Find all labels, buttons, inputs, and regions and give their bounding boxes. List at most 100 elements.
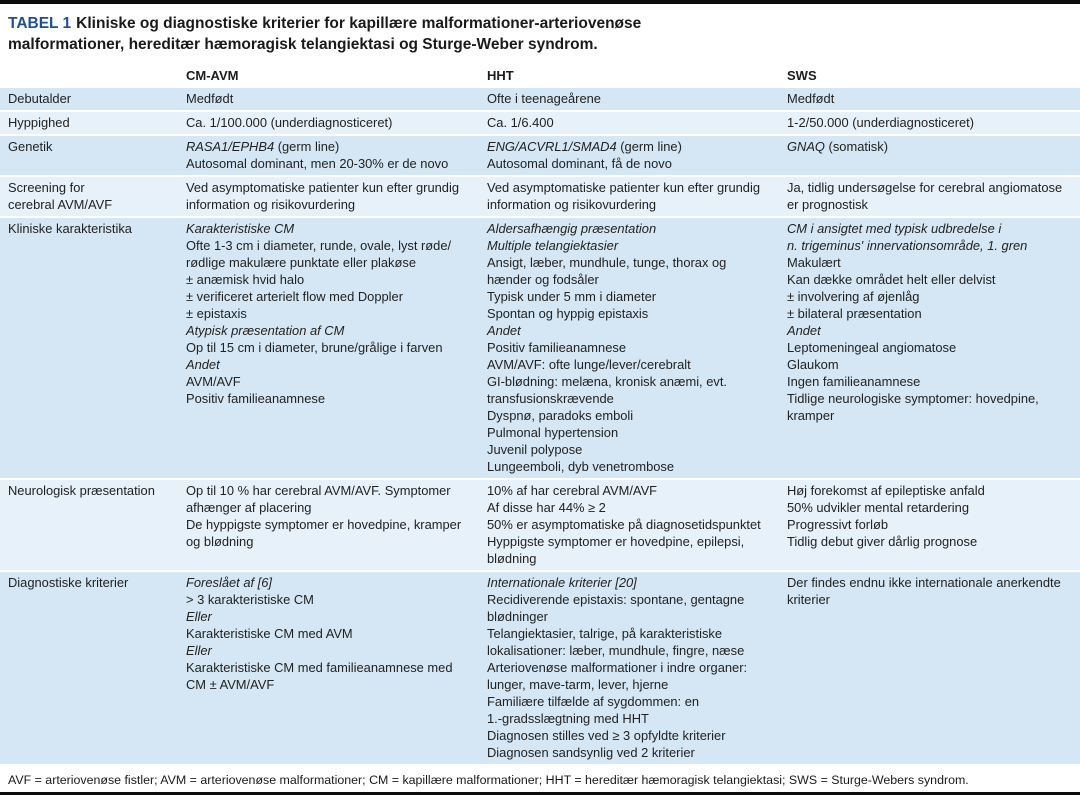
text-line: Multiple telangiektasier: [487, 238, 619, 253]
text-line: Telangiektasier, talrige, på karakterist…: [487, 626, 723, 641]
text-line: Kan dække området helt eller delvist: [787, 272, 996, 287]
abbreviation-footnote: AVF = arteriovenøse fistler; AVM = arter…: [8, 773, 969, 787]
text-line: 1.-gradsslægtning med HHT: [487, 711, 649, 726]
cell-sws: 1-2/50.000 (underdiagnosticeret): [779, 112, 1080, 134]
table-row: Kliniske karakteristika Karakteristiske C…: [0, 218, 1080, 480]
text-line: Tidlige neurologiske symptomer: hovedpin…: [787, 391, 1039, 406]
text-line: Dyspnø, paradoks emboli: [487, 408, 634, 423]
text-line: lokalisationer: læber, mundhule, fingre,…: [487, 643, 745, 658]
text-line: Ved asymptomatiske patienter kun efter g…: [186, 180, 460, 195]
row-label-line: Genetik: [8, 139, 53, 154]
text-line: Juvenil polypose: [487, 442, 583, 457]
row-label-cell: Kliniske karakteristika: [0, 218, 178, 478]
text-line: Karakteristiske CM med familieanamnese m…: [186, 660, 453, 675]
text-line: GNAQ (somatisk): [787, 139, 888, 154]
text-line: afhænger af placering: [186, 500, 312, 515]
text-line: Ja, tidlig undersøgelse for cerebral ang…: [787, 180, 1063, 195]
text-line: Aldersafhængig præsentation: [487, 221, 657, 236]
text-line: 1-2/50.000 (underdiagnosticeret): [787, 115, 975, 130]
text-line: hænder og fodsåler: [487, 272, 599, 287]
text-line: RASA1/EPHB4 (germ line): [186, 139, 340, 154]
text-line: er prognostisk: [787, 197, 868, 212]
text-line: Foreslået af [6]: [186, 575, 272, 590]
table-body: Debutalder Medfødt Ofte i teenageårene Medf…: [0, 88, 1080, 766]
row-label-cell: Screening for cerebral AVM/AVF: [0, 177, 178, 216]
row-label-cell: Genetik: [0, 136, 178, 175]
text-line: ± anæmisk hvid halo: [186, 272, 305, 287]
text-line: CM ± AVM/AVF: [186, 677, 275, 692]
text-line: n. trigeminus' innervationsområde, 1. gr…: [787, 238, 1028, 253]
text-line: Positiv familieanamnese: [186, 391, 325, 406]
text-line: ENG/ACVRL1/SMAD4 (germ line): [487, 139, 682, 154]
top-rule: [0, 0, 1080, 4]
text-line: Diagnosen stilles ved ≥ 3 opfyldte krite…: [487, 728, 726, 743]
text-line: Høj forekomst af epileptiske anfald: [787, 483, 985, 498]
cell-cm-avm: RASA1/EPHB4 (germ line) Autosomal dominan…: [178, 136, 479, 175]
text-line: ± involvering af øjenlåg: [787, 289, 920, 304]
text-line: 50% udvikler mental retardering: [787, 500, 969, 515]
text-line: AVM/AVF: ofte lunge/lever/cerebralt: [487, 357, 691, 372]
row-label-line: Diagnostiske kriterier: [8, 575, 129, 590]
text-line: Andet: [186, 357, 220, 372]
column-header-row: CM-AVM HHT SWS: [0, 62, 1080, 88]
table-title: TABEL 1 Kliniske og diagnostiske kriterie…: [0, 13, 1080, 55]
table-row: Hyppighed Ca. 1/100.000 (underdiagnostice…: [0, 112, 1080, 136]
text-line: Atypisk præsentation af CM: [186, 323, 345, 338]
text-line: Ingen familieanamnese: [787, 374, 921, 389]
text-line: De hyppigste symptomer er hovedpine, kra…: [186, 517, 462, 532]
text-line: Diagnosen sandsynlig ved 2 kriterier: [487, 745, 695, 760]
cell-sws: Medfødt: [779, 88, 1080, 110]
cell-hht: Ved asymptomatiske patienter kun efter g…: [479, 177, 779, 216]
cell-hht: Ofte i teenageårene: [479, 88, 779, 110]
text-line: Eller: [186, 609, 212, 624]
table-title-line1: TABEL 1 Kliniske og diagnostiske kriterie…: [8, 13, 1080, 34]
cell-hht: Internationale kriterier [20] Recidiveren…: [479, 572, 779, 764]
text-line: Ofte 1-3 cm i diameter, runde, ovale, ly…: [186, 238, 452, 253]
row-label-line: Screening for: [8, 180, 85, 195]
cell-cm-avm: Karakteristiske CM Ofte 1-3 cm i diameter…: [178, 218, 479, 478]
cell-cm-avm: Op til 10 % har cerebral AVM/AVF. Sympto…: [178, 480, 479, 570]
text-line: rødlige makulære punktate eller plakøse: [186, 255, 416, 270]
cell-cm-avm: Foreslået af [6] > 3 karakteristiske CM El…: [178, 572, 479, 764]
text-line: GI-blødning: melæna, kronisk anæmi, evt.: [487, 374, 728, 389]
text-line: AVM/AVF: [186, 374, 241, 389]
text-line: Lungeemboli, dyb venetrombose: [487, 459, 675, 474]
text-line: Medfødt: [787, 91, 835, 106]
column-header-spacer: [0, 62, 178, 88]
text-line: > 3 karakteristiske CM: [186, 592, 314, 607]
text-line: Positiv familieanamnese: [487, 340, 626, 355]
text-line: Ofte i teenageårene: [487, 91, 601, 106]
text-line: Progressivt forløb: [787, 517, 889, 532]
text-line: Karakteristiske CM med AVM: [186, 626, 353, 641]
text-line: information og risikovurdering: [487, 197, 657, 212]
text-line: ± bilateral præsentation: [787, 306, 922, 321]
cell-cm-avm: Medfødt: [178, 88, 479, 110]
text-line: Internationale kriterier [20]: [487, 575, 637, 590]
text-line: blødning: [487, 551, 537, 566]
text-line: blødninger: [487, 609, 548, 624]
cell-sws: Høj forekomst af epileptiske anfald 50% u…: [779, 480, 1080, 570]
text-line: Makulært: [787, 255, 841, 270]
text-line: lunger, mave-tarm, lever, hjerne: [487, 677, 669, 692]
text-line: Autosomal dominant, men 20-30% er de nov…: [186, 156, 449, 171]
table-number: TABEL 1: [8, 15, 72, 32]
table-row: Genetik RASA1/EPHB4 (germ line) Autosomal …: [0, 136, 1080, 177]
text-line: Glaukom: [787, 357, 839, 372]
text-line: Ansigt, læber, mundhule, tunge, thorax o…: [487, 255, 727, 270]
cell-sws: GNAQ (somatisk): [779, 136, 1080, 175]
cell-cm-avm: Ca. 1/100.000 (underdiagnosticeret): [178, 112, 479, 134]
text-line: Arteriovenøse malformationer i indre org…: [487, 660, 748, 675]
text-line: Karakteristiske CM: [186, 221, 295, 236]
row-label-line: Kliniske karakteristika: [8, 221, 132, 236]
text-line: Recidiverende epistaxis: spontane, genta…: [487, 592, 745, 607]
text-line: Typisk under 5 mm i diameter: [487, 289, 657, 304]
text-line: 50% er asymptomatiske på diagnosetidspun…: [487, 517, 761, 532]
row-label-cell: Debutalder: [0, 88, 178, 110]
row-label-line: Hyppighed: [8, 115, 70, 130]
row-label-line: Neurologisk præsentation: [8, 483, 155, 498]
text-line: Af disse har 44% ≥ 2: [487, 500, 606, 515]
cell-hht: ENG/ACVRL1/SMAD4 (germ line) Autosomal do…: [479, 136, 779, 175]
column-header-hht: HHT: [487, 68, 514, 83]
text-line: Medfødt: [186, 91, 234, 106]
